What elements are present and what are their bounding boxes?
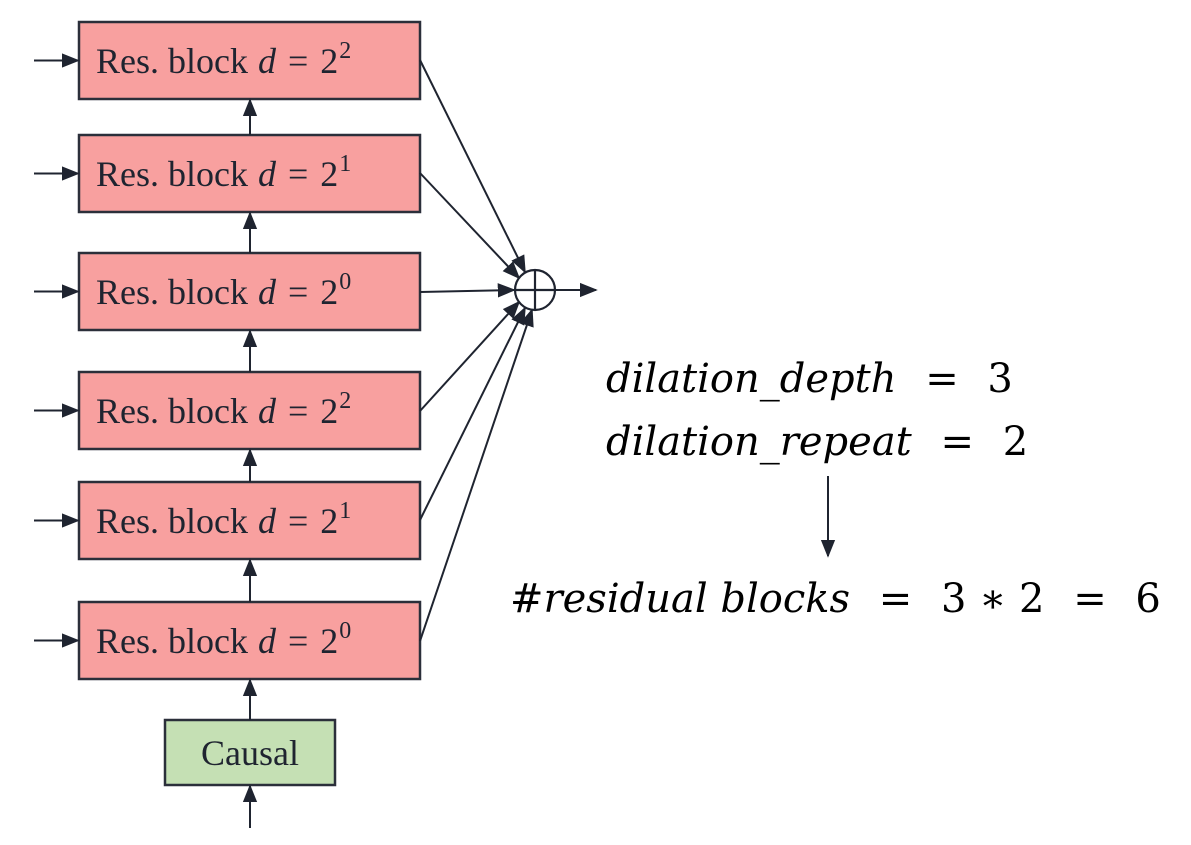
causal-block-label: Causal	[201, 733, 299, 773]
dilation-repeat-value: 2	[1003, 419, 1028, 465]
residual-blocks-name: #residual blocks	[510, 576, 850, 622]
res-block-base: 2	[320, 621, 338, 661]
res-block-box	[77, 600, 422, 681]
causal-block-box	[163, 718, 337, 787]
res-block-name: Res. block	[96, 272, 248, 312]
res-block-exponent: 2	[339, 38, 351, 64]
res-block-name: Res. block	[96, 621, 248, 661]
res-block: Res. block d = 21	[77, 133, 422, 214]
res-block-exponent: 0	[339, 269, 351, 295]
res-block: Res. block d = 21	[77, 480, 422, 561]
res-block-d-symbol: d	[258, 391, 277, 431]
dilation-depth-formula: dilation_depth = 3	[606, 356, 1013, 402]
skip-connection-arrow	[419, 172, 521, 280]
skip-connection-arrow	[419, 308, 534, 642]
res-block-label: Res. block d = 20	[96, 269, 351, 312]
res-block-box	[77, 251, 422, 332]
res-block-name: Res. block	[96, 154, 248, 194]
res-block-eq: =	[288, 621, 308, 661]
skip-connection-arrow	[419, 306, 526, 521]
res-block-eq: =	[288, 501, 308, 541]
res-block-exponent: 2	[339, 388, 351, 414]
res-block-label: Res. block d = 22	[96, 38, 351, 81]
res-block-exponent: 1	[339, 151, 351, 177]
res-block-base: 2	[320, 272, 338, 312]
res-block: Res. block d = 20	[77, 600, 422, 681]
residual-blocks-eq: =	[879, 576, 913, 622]
res-block-base: 2	[320, 41, 338, 81]
residual-blocks-formula: #residual blocks = 3 ∗ 2 = 6	[510, 576, 1161, 622]
dilation-repeat-formula: dilation_repeat = 2	[606, 419, 1028, 465]
causal-block: Causal	[163, 718, 337, 787]
res-block-d-symbol: d	[258, 621, 277, 661]
res-block-d-symbol: d	[258, 501, 277, 541]
res-block-d-symbol: d	[258, 272, 277, 312]
res-block: Res. block d = 22	[77, 20, 422, 101]
res-block-exponent: 0	[339, 618, 351, 644]
res-block-name: Res. block	[96, 391, 248, 431]
res-block-d-symbol: d	[258, 154, 277, 194]
res-block-label: Res. block d = 20	[96, 618, 351, 661]
residual-blocks-eq2: =	[1073, 576, 1107, 622]
res-block-base: 2	[320, 391, 338, 431]
res-block: Res. block d = 22	[77, 370, 422, 451]
res-block-name: Res. block	[96, 41, 248, 81]
res-block-eq: =	[288, 391, 308, 431]
res-block-box	[77, 20, 422, 101]
res-block-base: 2	[320, 154, 338, 194]
dilation-repeat-eq: =	[940, 419, 974, 465]
res-block-label: Res. block d = 22	[96, 388, 351, 431]
residual-blocks-expr: 3 ∗ 2	[941, 576, 1045, 622]
res-block-label: Res. block d = 21	[96, 151, 351, 194]
skip-connection-arrow	[419, 283, 516, 298]
dilation-depth-eq: =	[925, 356, 959, 402]
res-block-base: 2	[320, 501, 338, 541]
connections	[34, 53, 598, 828]
res-block-eq: =	[288, 41, 308, 81]
res-block-eq: =	[288, 272, 308, 312]
circled-plus-icon	[513, 268, 557, 312]
res-block-exponent: 1	[339, 498, 351, 524]
dilation-depth-name: dilation_depth	[606, 356, 896, 402]
skip-connection-arrow	[419, 59, 526, 274]
res-block-label: Res. block d = 21	[96, 498, 351, 541]
dilation-repeat-name: dilation_repeat	[606, 419, 913, 465]
res-block-eq: =	[288, 154, 308, 194]
residual-blocks-value: 6	[1135, 576, 1160, 622]
res-block-name: Res. block	[96, 501, 248, 541]
dilation-depth-value: 3	[987, 356, 1012, 402]
skip-connection-arrow	[419, 300, 521, 412]
res-block: Res. block d = 20	[77, 251, 422, 332]
res-block-d-symbol: d	[258, 41, 277, 81]
